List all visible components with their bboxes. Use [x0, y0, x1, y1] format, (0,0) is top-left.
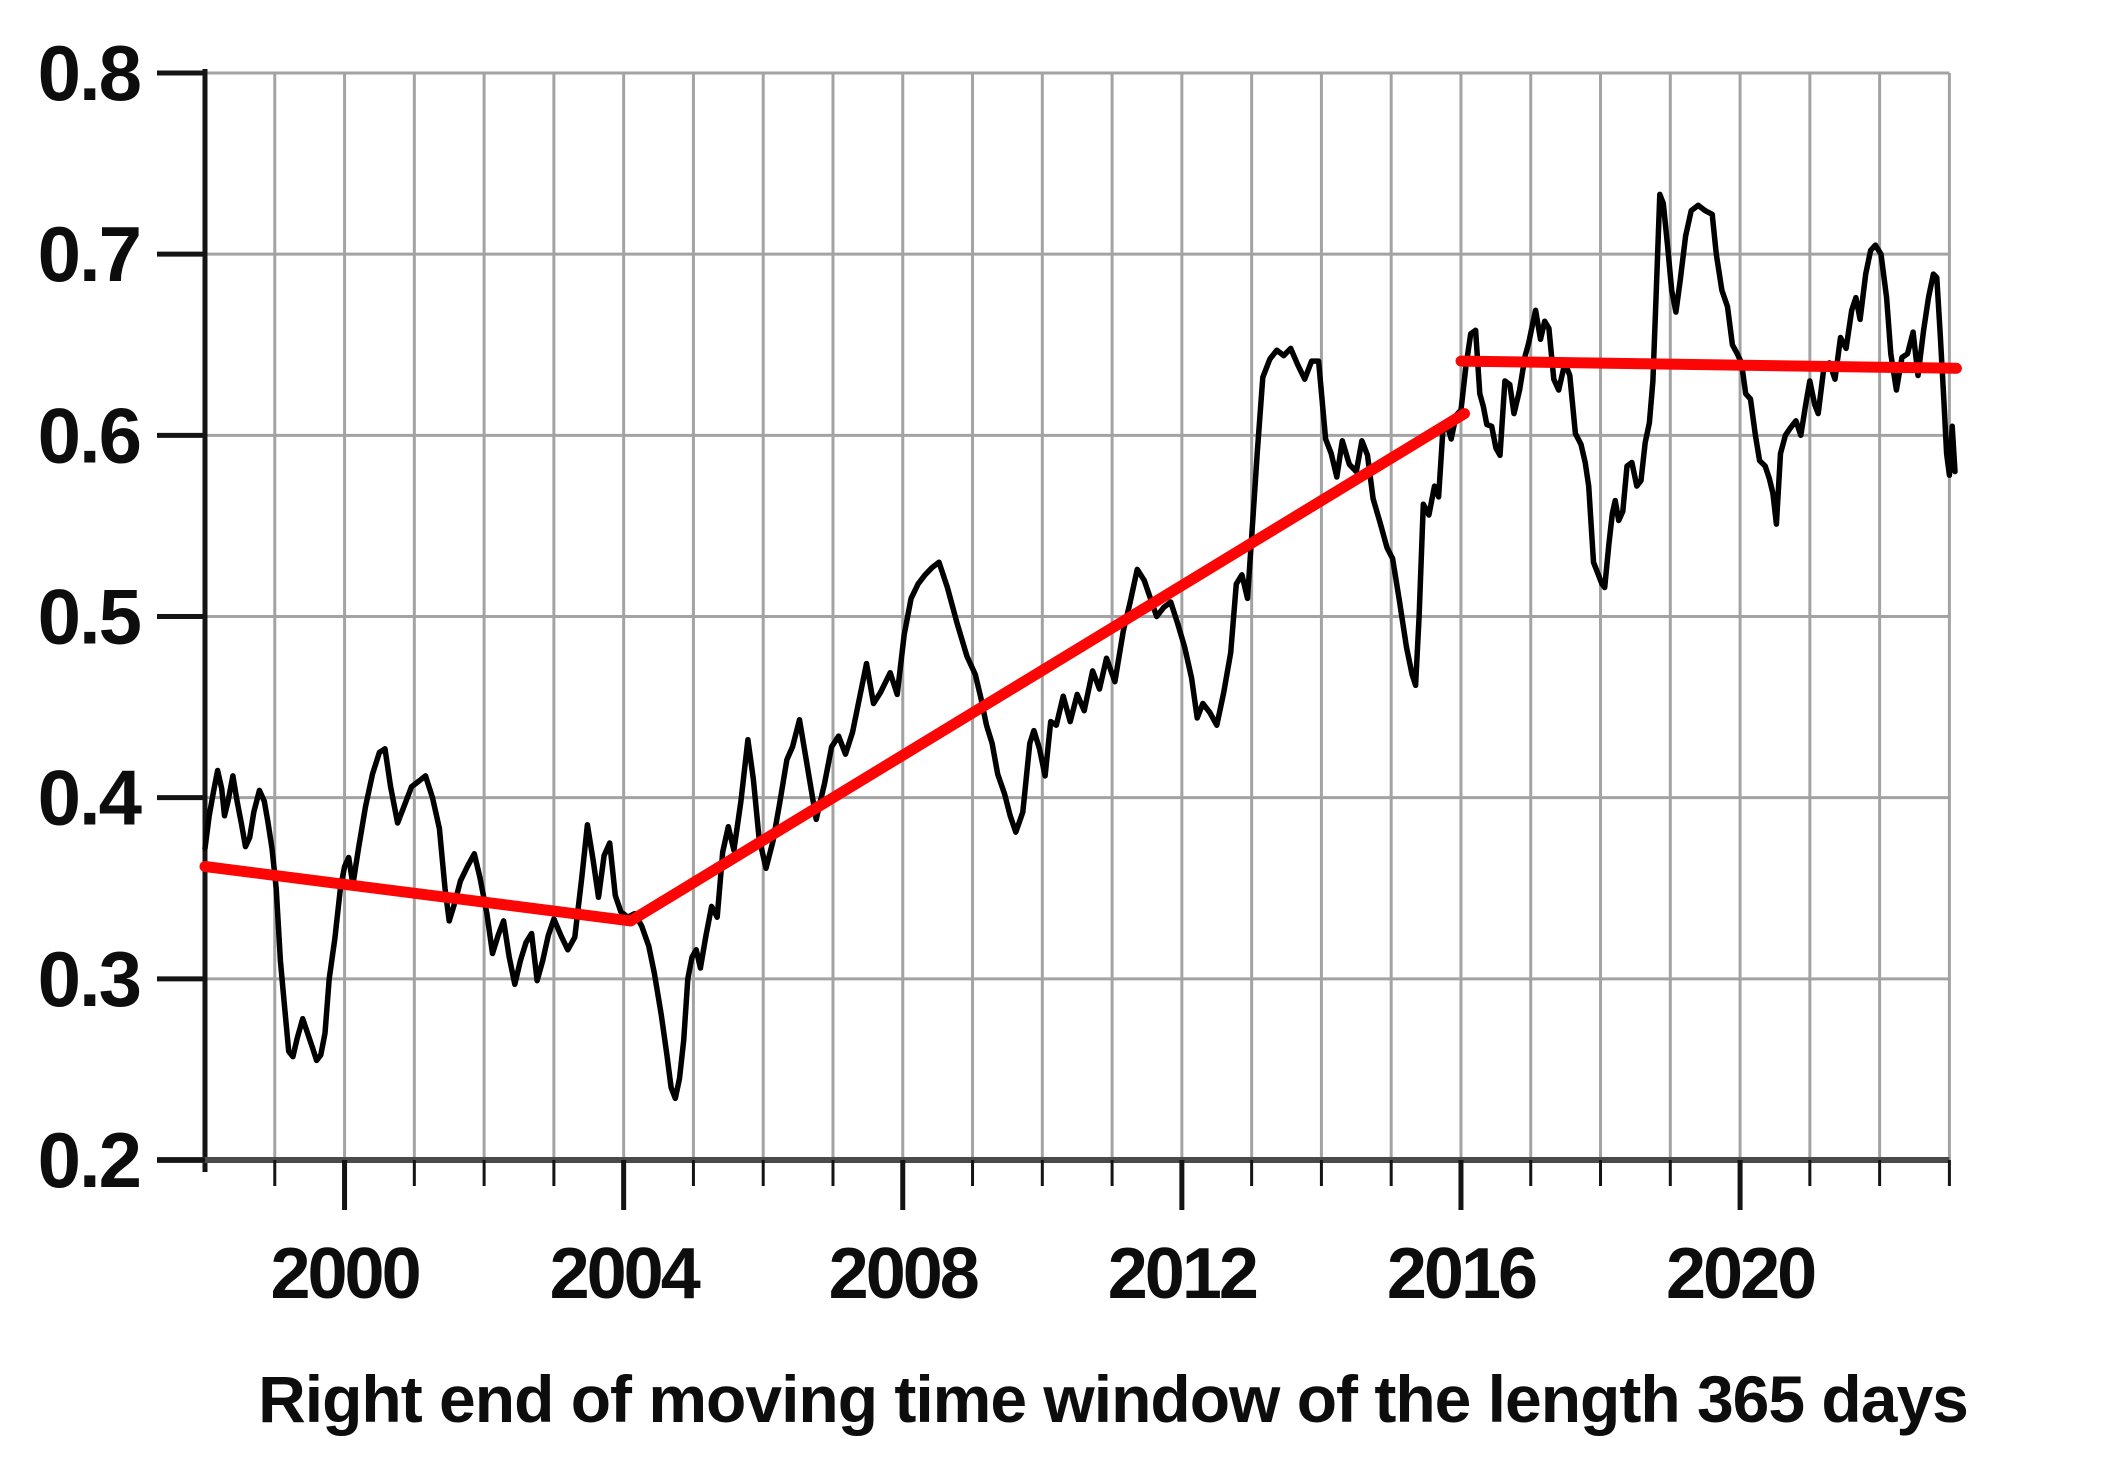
x-tick-label: 2016 — [1387, 1234, 1536, 1314]
x-tick-label: 2020 — [1666, 1234, 1815, 1314]
y-tick-label: 0.5 — [38, 573, 141, 661]
y-tick-label: 0.3 — [38, 935, 140, 1023]
y-tick-label: 0.4 — [38, 754, 142, 842]
x-tick-label: 2008 — [829, 1234, 978, 1314]
series-trend-rising-2004-2016 — [625, 408, 1470, 927]
x-tick-label: 2000 — [270, 1234, 419, 1314]
y-tick-label: 0.8 — [38, 29, 140, 117]
series-trend-flat-2016-2023 — [1455, 355, 1962, 374]
x-axis-title: Right end of moving time window of the l… — [258, 1362, 1968, 1436]
y-tick-label: 0.2 — [38, 1116, 140, 1204]
x-tick-label: 2004 — [550, 1234, 701, 1314]
x-tick-label: 2012 — [1108, 1234, 1257, 1314]
series-trend-declining-1998-2004 — [199, 861, 637, 927]
y-tick-label: 0.6 — [38, 391, 140, 479]
y-tick-label: 0.7 — [38, 210, 140, 298]
